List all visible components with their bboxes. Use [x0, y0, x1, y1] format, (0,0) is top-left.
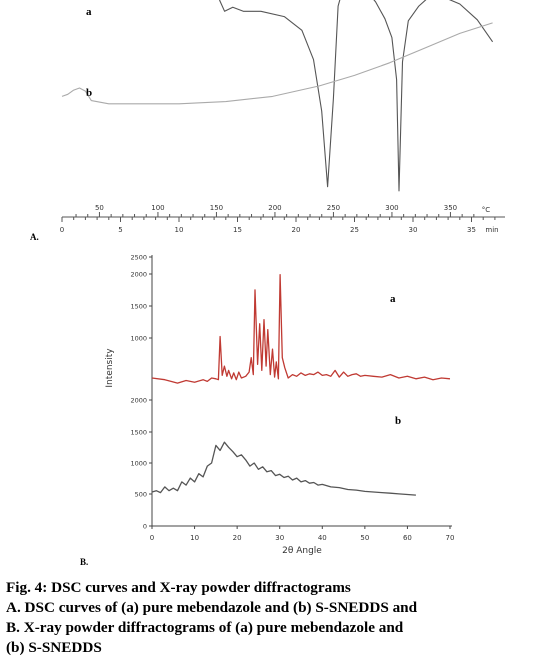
xrd-x-tick-label: 50: [360, 534, 369, 542]
dsc-panel: 50 100 150 200 250 300 350 0 5 10 15 20 25 30 35 °C m…: [30, 0, 505, 242]
dsc-top-tick-label: 300: [385, 204, 398, 212]
xrd-y-tick-label: 500: [135, 491, 147, 499]
xrd-y-tick-label: 1000: [130, 460, 147, 468]
caption-line-3: B. X-ray powder diffractograms of (a) pu…: [6, 619, 404, 636]
xrd-y-tick-label: 1500: [130, 429, 147, 437]
xrd-series-b-label: b: [395, 415, 401, 427]
dsc-top-tick-label: 250: [327, 204, 340, 212]
dsc-bottom-tick-label: 5: [118, 226, 122, 234]
xrd-series-b-line: [151, 441, 416, 496]
xrd-x-tick-label: 10: [190, 534, 199, 542]
dsc-series-a-label: a: [86, 6, 92, 18]
xrd-y-tick-label: 2000: [130, 397, 147, 405]
xrd-y-tick-label: 2500: [130, 254, 147, 262]
caption-line-2: A. DSC curves of (a) pure mebendazole an…: [6, 599, 418, 616]
caption-line-1: Fig. 4: DSC curves and X-ray powder diff…: [6, 579, 351, 596]
xrd-x-tick-label: 70: [446, 534, 455, 542]
xrd-y-tick-label: 0: [143, 523, 147, 531]
dsc-bottom-tick-label: 0: [60, 226, 64, 234]
xrd-series-group: [151, 274, 451, 496]
xrd-x-label: 2θ Angle: [282, 546, 322, 556]
figure: 50 100 150 200 250 300 350 0 5 10 15 20 25 30 35 °C m…: [30, 0, 505, 568]
dsc-series-b-line: [61, 22, 493, 105]
dsc-bottom-tick-label: 20: [292, 226, 301, 234]
dsc-bottom-ticks: 0 5 10 15 20 25 30 35: [60, 217, 496, 234]
xrd-x-tick-label: 40: [318, 534, 327, 542]
dsc-top-tick-label: 100: [151, 204, 164, 212]
xrd-y-label: Intensity: [105, 348, 115, 388]
xrd-series-a-line: [151, 274, 451, 384]
dsc-panel-label: A.: [30, 232, 39, 242]
dsc-top-tick-label: 50: [95, 204, 104, 212]
dsc-top-tick-label: 350: [444, 204, 457, 212]
xrd-x-tick-label: 60: [403, 534, 412, 542]
xrd-x-tick-label: 30: [275, 534, 284, 542]
xrd-x-tick-label: 20: [233, 534, 242, 542]
xrd-x-tick-label: 0: [150, 534, 154, 542]
xrd-y-ticks: 0 500 1000 1500 2000 1000 1500 2000 2500: [130, 254, 152, 531]
caption-line-4: (b) S-SNEDDS: [6, 639, 102, 656]
dsc-top-tick-label: 150: [210, 204, 223, 212]
dsc-top-unit: °C: [482, 206, 491, 214]
xrd-y-tick-label: 2000: [130, 271, 147, 279]
dsc-bottom-tick-label: 30: [409, 226, 418, 234]
dsc-bottom-tick-label: 10: [175, 226, 184, 234]
xrd-series-a-label: a: [390, 293, 396, 305]
dsc-series-group: [61, 0, 494, 192]
xrd-panel-label: B.: [80, 557, 88, 567]
dsc-top-ticks: 50 100 150 200 250 300 350: [75, 204, 475, 217]
dsc-bottom-unit: min: [485, 226, 498, 234]
figure-caption: Fig. 4: DSC curves and X-ray powder diff…: [6, 578, 528, 658]
dsc-series-a-line: [219, 0, 494, 192]
dsc-bottom-tick-label: 25: [350, 226, 359, 234]
dsc-series-b-label: b: [86, 87, 92, 99]
xrd-y-tick-label: 1000: [130, 335, 147, 343]
dsc-bottom-tick-label: 15: [233, 226, 242, 234]
xrd-panel: 0 10 20 30 40 50 60 70 0 500 1000 1500 2000 1000 1500…: [80, 254, 454, 568]
xrd-x-ticks: 0 10 20 30 40 50 60 70: [150, 526, 455, 542]
dsc-top-tick-label: 200: [268, 204, 281, 212]
xrd-y-tick-label: 1500: [130, 303, 147, 311]
dsc-bottom-tick-label: 35: [467, 226, 476, 234]
